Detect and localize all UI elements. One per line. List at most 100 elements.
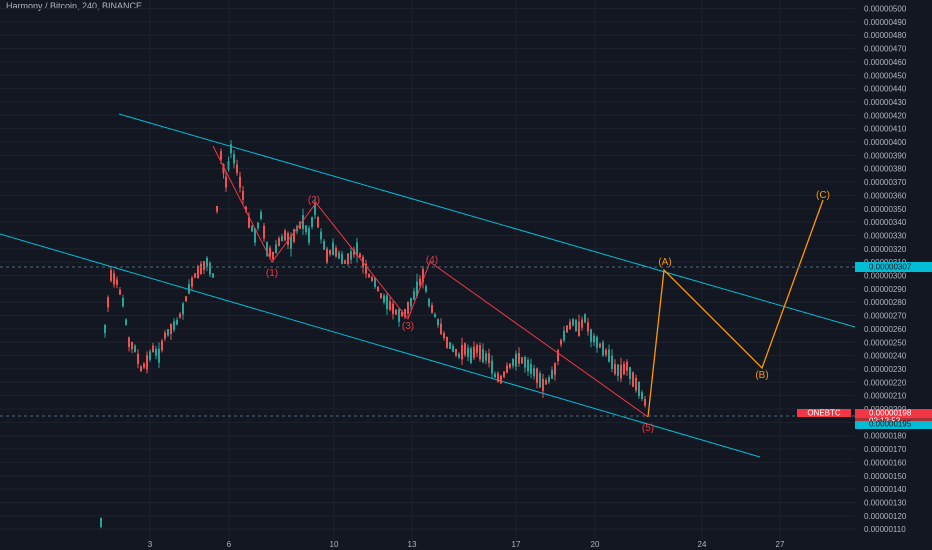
candle-body (536, 368, 538, 383)
candle-body (308, 228, 310, 243)
price-tick-label: 0.00000480 (864, 31, 907, 40)
candle-body (527, 359, 529, 372)
candle-body (220, 151, 222, 160)
price-tick-label: 0.00000170 (864, 445, 907, 454)
candle-body (572, 319, 574, 326)
candle-body (137, 353, 139, 365)
candle-body (140, 366, 142, 372)
candle-body (626, 361, 628, 371)
candle-body (173, 321, 175, 330)
price-tick-label: 0.00000130 (864, 498, 907, 507)
candle-body (464, 343, 466, 355)
candle-body (143, 363, 145, 368)
time-tick-label: 10 (330, 540, 339, 549)
price-tick-label: 0.00000500 (864, 5, 907, 14)
candle-body (548, 377, 550, 383)
candle-body (188, 284, 190, 294)
candle-body (227, 161, 230, 170)
candle-body (629, 367, 631, 379)
candle-body (554, 363, 556, 375)
candle-body (479, 345, 481, 360)
candle-body (500, 375, 502, 384)
candle-body (161, 340, 163, 351)
candle-body (158, 348, 160, 363)
time-tick-label: 24 (698, 540, 707, 549)
price-tick-label: 0.00000260 (864, 325, 907, 334)
price-tick-label: 0.00000320 (864, 245, 907, 254)
price-axis-bg (855, 0, 932, 550)
wave-label: (3) (402, 321, 414, 332)
candle-body (116, 279, 118, 285)
candle-body (122, 298, 124, 307)
candle-body (632, 372, 634, 387)
price-tick-label: 0.00000430 (864, 98, 907, 107)
candle-body (425, 286, 427, 292)
candle-body (200, 263, 202, 275)
candle-body (242, 190, 244, 200)
candle-body (353, 249, 355, 255)
candle-body (491, 360, 493, 374)
candle-body (266, 242, 268, 256)
candle-body (359, 253, 361, 258)
price-tick-label: 0.00000270 (864, 312, 907, 321)
candle-body (269, 247, 271, 257)
candle-body (155, 349, 157, 356)
candle-body (551, 369, 553, 379)
price-tick-label: 0.00000250 (864, 338, 907, 347)
candle-body (146, 355, 148, 370)
target-price-badge: 0.00000307 (869, 263, 912, 272)
candle-body (194, 273, 196, 278)
candle-body (545, 380, 547, 385)
price-tick-label: 0.00000350 (864, 205, 907, 214)
price-tick-label: 0.00000210 (864, 392, 907, 401)
candle-body (638, 381, 640, 397)
candle-body (413, 291, 415, 300)
candle-body (482, 349, 484, 363)
price-tick-label: 0.00000410 (864, 125, 907, 134)
candle-body (320, 231, 322, 240)
price-tick-label: 0.00000220 (864, 378, 907, 387)
candle-body (641, 392, 643, 399)
candle-body (602, 342, 604, 356)
candle-body (170, 323, 172, 334)
candle-body (371, 276, 373, 281)
candle-body (470, 348, 472, 363)
candle-body (290, 235, 292, 249)
candle-body (216, 205, 218, 212)
candle-body (222, 164, 225, 174)
candle-body (206, 257, 208, 267)
candle-body (449, 342, 451, 349)
candle-body (434, 313, 436, 318)
candle-body (347, 253, 349, 265)
corrective-wave-line (647, 199, 824, 418)
price-tick-label: 0.00000330 (864, 231, 907, 240)
candle-body (488, 353, 490, 364)
price-tick-label: 0.00000230 (864, 365, 907, 374)
candle-body (599, 343, 601, 348)
candle-body (401, 311, 403, 317)
candle-body (299, 222, 301, 229)
candle-body (233, 153, 235, 164)
candle-body (350, 251, 352, 260)
candle-body (623, 363, 625, 375)
candle-body (608, 349, 610, 362)
candle-body (236, 164, 238, 173)
candle-body (509, 363, 511, 368)
candle-body (164, 332, 166, 339)
candle-body (374, 277, 376, 287)
candle-body (389, 301, 391, 310)
candle-body (443, 333, 445, 339)
candle-body (152, 345, 154, 353)
candle-body (569, 321, 571, 330)
candle-body (225, 176, 227, 188)
candle-body (560, 339, 562, 345)
price-tick-label: 0.00000400 (864, 138, 907, 147)
candle-body (185, 296, 187, 302)
price-tick-label: 0.00000370 (864, 178, 907, 187)
candle-body (104, 324, 106, 334)
candle-body (248, 216, 250, 228)
candle-body (191, 277, 193, 287)
candle-body (287, 232, 289, 245)
channel-upper-line (118, 113, 856, 328)
